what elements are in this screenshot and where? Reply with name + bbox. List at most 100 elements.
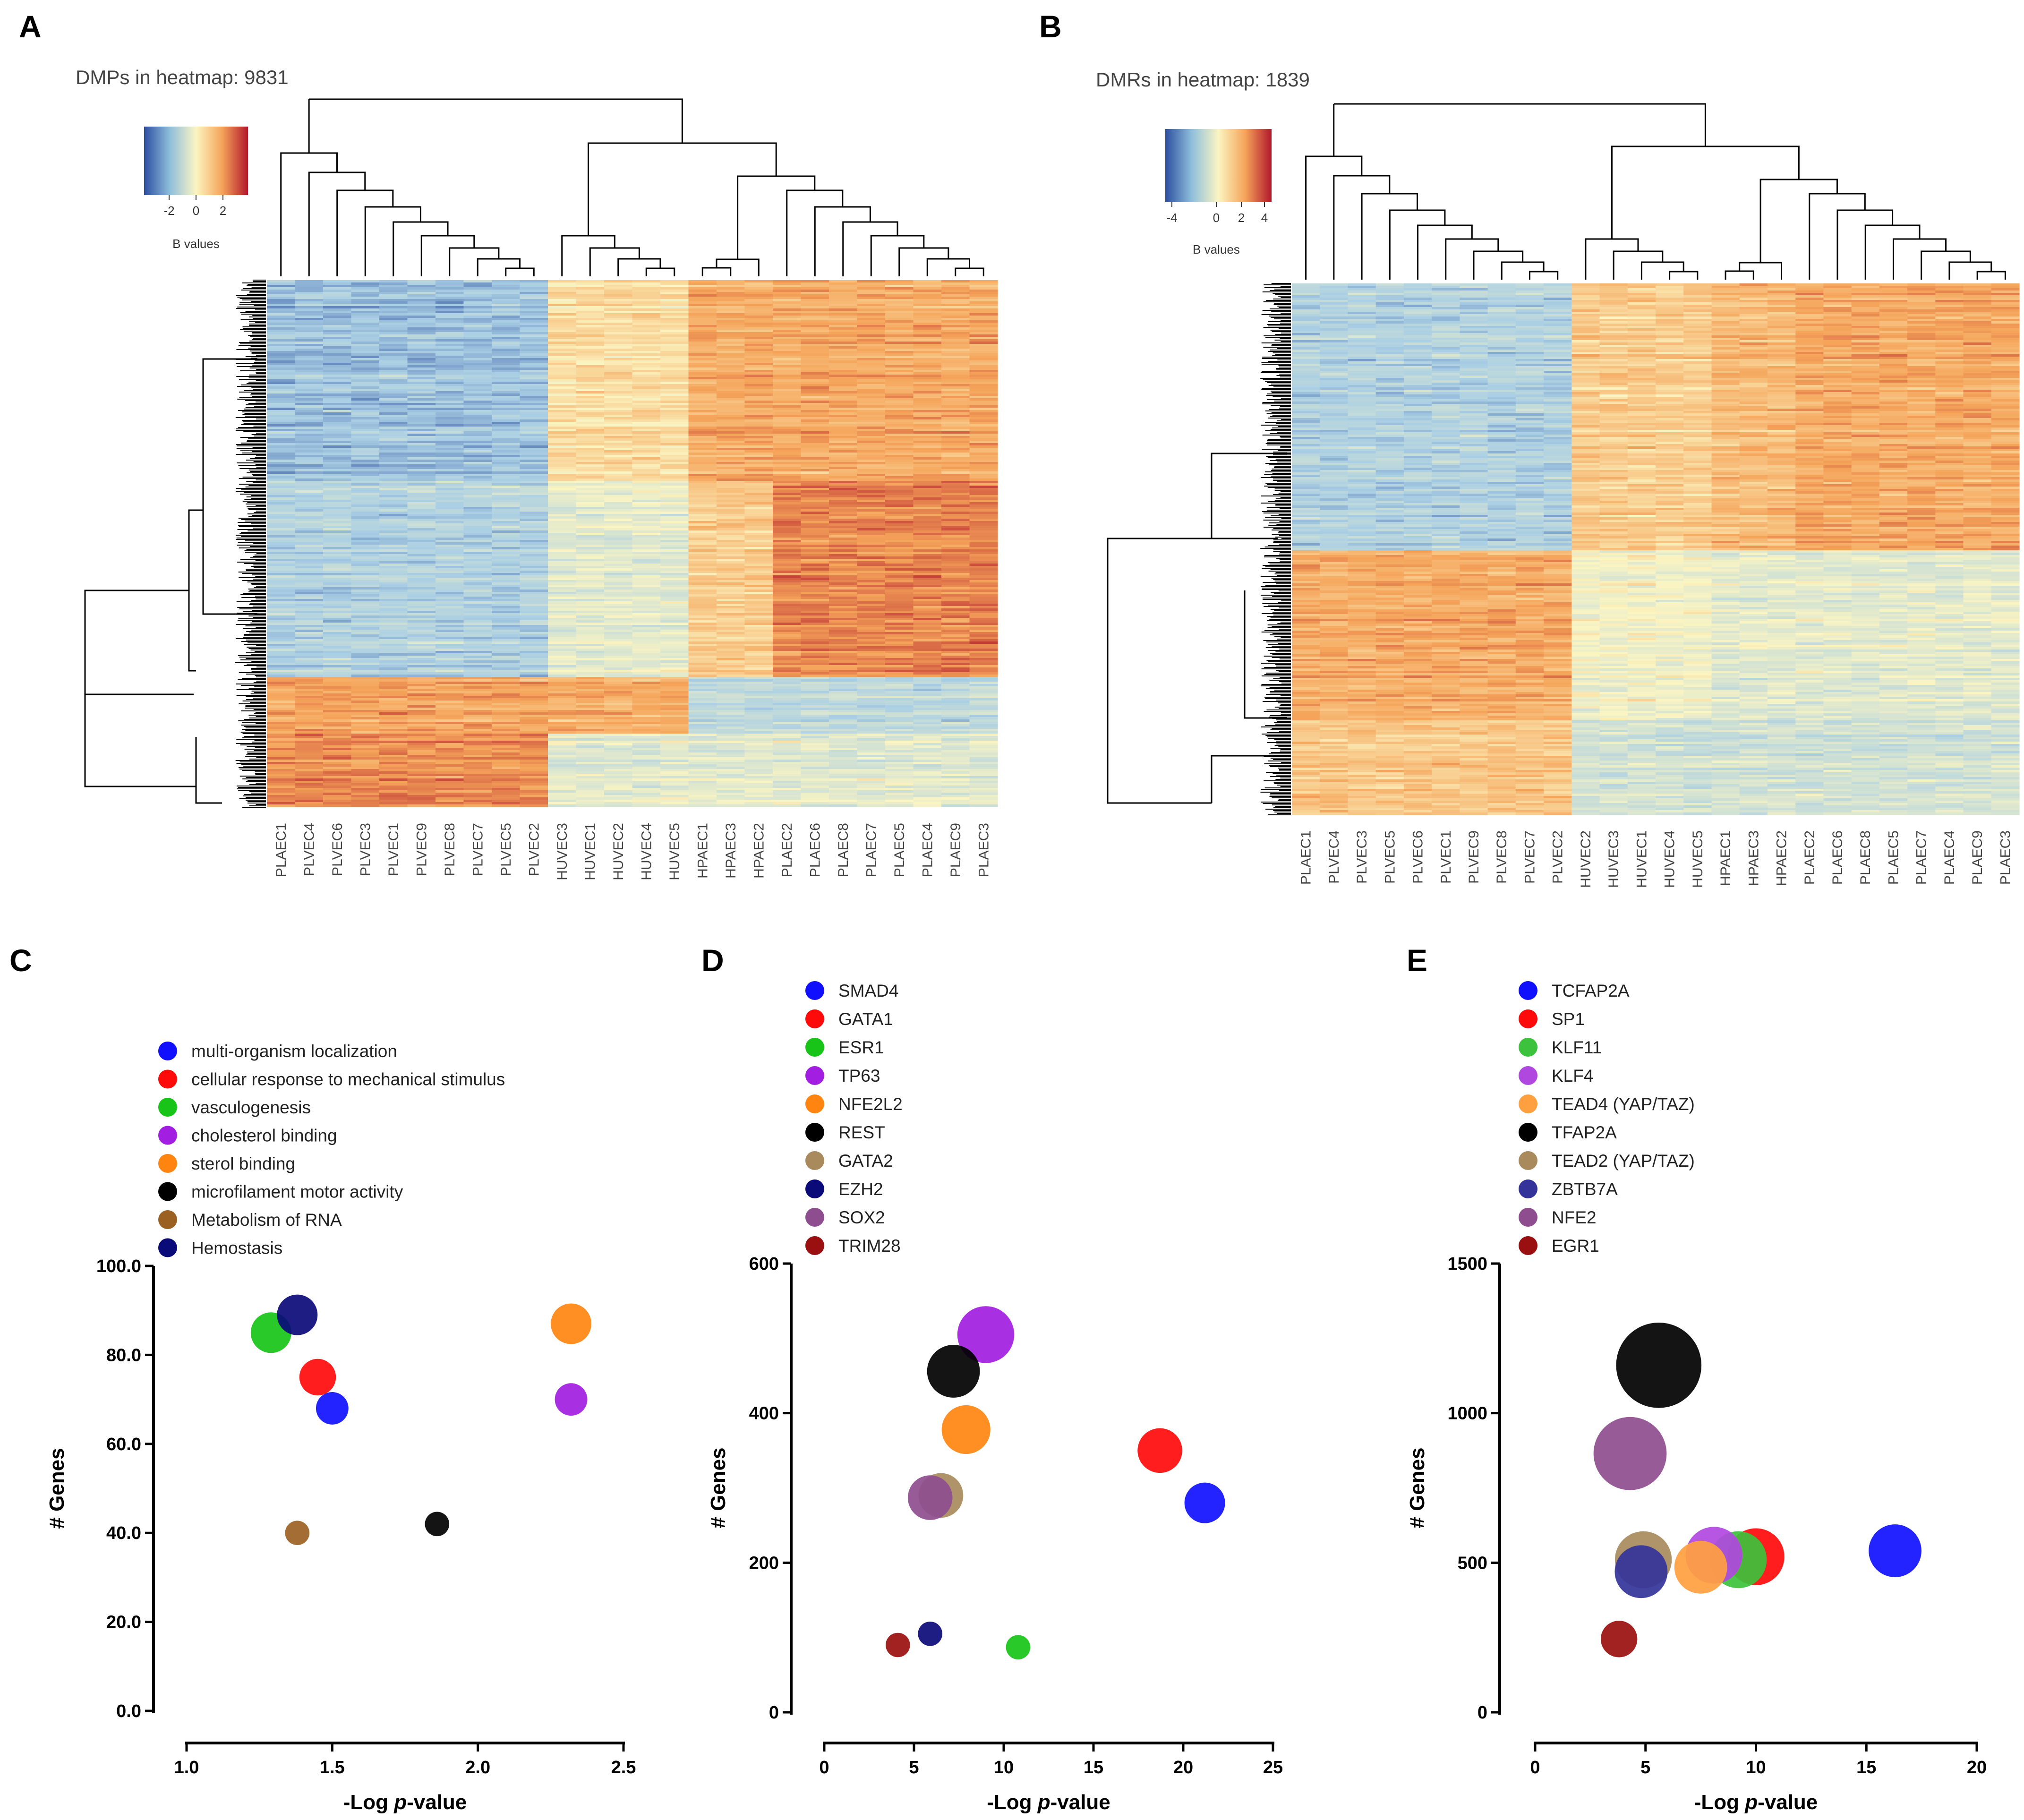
y-tick-label: 1500 (1447, 1254, 1487, 1274)
legend-label: TEAD4 (YAP/TAZ) (1552, 1094, 1695, 1114)
chart-c: 0.0 20.0 40.0 60.0 80.0 100.0 1.0 1.5 2.0 2.5 -Log… (45, 1042, 636, 1814)
dendrogram-link (1864, 224, 1921, 280)
dendrogram-link (1333, 103, 1706, 146)
dendrogram-link (955, 267, 984, 276)
bubble (1137, 1428, 1182, 1473)
heatmap-a: -2 0 2 B values PLAEC1 PLVEC4 PLVEC6 PLVEC3 PL… (84, 98, 998, 880)
dendrogram-link (842, 221, 898, 276)
column-label: PLAEC5 (892, 823, 907, 877)
heatmap-a-column-dendrogram (280, 98, 984, 276)
dendrogram-link (1892, 238, 1947, 280)
panel-label-c: C (9, 943, 32, 978)
dendrogram-link (701, 267, 732, 276)
row-dendrogram-link (1211, 453, 1287, 538)
legend-label: sterol binding (191, 1154, 295, 1173)
legend-marker (158, 1042, 177, 1060)
column-label: HUVEC5 (1690, 830, 1706, 888)
x-tick-label: 0 (1530, 1758, 1540, 1777)
legend-label: EGR1 (1552, 1236, 1599, 1256)
legend-marker (158, 1126, 177, 1145)
legend-marker (805, 1094, 824, 1113)
heatmap-b-legend-label: B values (1193, 242, 1240, 256)
column-label: HUVEC1 (1634, 830, 1649, 888)
x-tick-label: 2.0 (465, 1758, 490, 1777)
x-tick-label: 10 (1746, 1758, 1766, 1777)
x-tick-label: 1.5 (320, 1758, 345, 1777)
legend-marker (1519, 1066, 1537, 1085)
panel-label-b: B (1039, 9, 1062, 44)
column-label: HUVEC4 (639, 823, 654, 880)
dendrogram-link (1725, 270, 1754, 280)
x-tick-label: 10 (994, 1758, 1014, 1777)
panel-label-d: D (701, 943, 724, 978)
column-label: PLVEC1 (1438, 830, 1454, 884)
legend-label: NFE2L2 (838, 1094, 903, 1114)
legend-label: ZBTB7A (1552, 1179, 1618, 1199)
column-label: PLVEC4 (1326, 830, 1342, 884)
y-axis-label: # Genes (1406, 1447, 1429, 1528)
bubble (941, 1405, 991, 1454)
legend-label: cholesterol binding (191, 1126, 337, 1145)
legend-marker (158, 1238, 177, 1257)
legend-label: multi-organism localization (191, 1042, 397, 1061)
column-label: HUVEC2 (611, 823, 626, 880)
heatmap-a-color-legend (144, 127, 248, 195)
legend-label: GATA1 (838, 1009, 893, 1029)
x-tick-label: 0 (819, 1758, 829, 1777)
column-label: PLAEC2 (779, 823, 795, 877)
heatmap-b: -4 0 2 4 B values PLAEC1 PLVEC4 PLVEC3 PLVEC5 P… (1107, 103, 2020, 888)
legend-label: SP1 (1552, 1009, 1585, 1029)
column-label: PLAEC4 (1942, 830, 1957, 885)
x-tick-label: 20 (1173, 1758, 1193, 1777)
legend-label: REST (838, 1123, 885, 1142)
y-tick-label: 100.0 (96, 1256, 141, 1276)
column-label: PLAEC8 (1858, 830, 1873, 885)
legend-label: ESR1 (838, 1038, 884, 1057)
column-label: PLAEC4 (920, 823, 935, 877)
dendrogram-link (1976, 271, 2006, 280)
column-label: PLAEC6 (807, 823, 823, 877)
bubble (551, 1303, 591, 1344)
panel-label-e: E (1407, 943, 1428, 978)
legend-label: TFAP2A (1552, 1123, 1617, 1142)
legend-label: TCFAP2A (1552, 981, 1630, 1000)
legend-label: TEAD2 (YAP/TAZ) (1552, 1151, 1695, 1171)
legend-label: SOX2 (838, 1208, 885, 1227)
bubble (555, 1383, 588, 1416)
legend-label: EZH2 (838, 1179, 883, 1199)
column-label: PLVEC4 (301, 823, 317, 876)
row-dendrogram-link (188, 509, 203, 672)
x-axis-label: -Log p-value (1694, 1791, 1818, 1814)
legend-tick-label: -2 (163, 204, 174, 218)
dendrogram-link (1417, 224, 1473, 280)
column-label: PLAEC3 (976, 823, 991, 877)
column-label: PLVEC9 (414, 823, 429, 876)
column-label: PLVEC6 (1410, 830, 1426, 884)
dendrogram-link (1445, 238, 1499, 280)
column-label: HUVEC3 (555, 823, 570, 880)
x-tick-label: 5 (1640, 1758, 1650, 1777)
column-label: HUVEC3 (1606, 830, 1622, 888)
column-label: HUVEC5 (667, 823, 683, 880)
legend-tick-label: 2 (1238, 211, 1245, 225)
dendrogram-link (1473, 250, 1524, 280)
column-label: PLVEC8 (442, 823, 458, 876)
dendrogram-link (898, 247, 949, 276)
legend-tick-label: 0 (193, 204, 199, 218)
legend-label: SMAD4 (838, 981, 898, 1000)
column-label: PLAEC1 (1298, 830, 1314, 885)
legend-marker (158, 1182, 177, 1201)
legend-marker (805, 1038, 824, 1057)
legend-tick-label: 4 (1261, 211, 1268, 225)
legend-marker (158, 1069, 177, 1089)
column-label: HPAEC3 (1746, 830, 1761, 886)
dendrogram-link (449, 247, 500, 276)
y-axis-label: # Genes (707, 1447, 730, 1528)
heatmap-a-legend-ticks: -2 0 2 (163, 195, 226, 218)
legend-tick-label: -4 (1166, 211, 1177, 225)
legend-marker (805, 1066, 824, 1085)
dendrogram-link (505, 267, 535, 276)
x-axis-label: -Log p-value (987, 1791, 1110, 1814)
column-label: PLAEC9 (948, 823, 964, 877)
dendrogram-link (870, 235, 925, 276)
